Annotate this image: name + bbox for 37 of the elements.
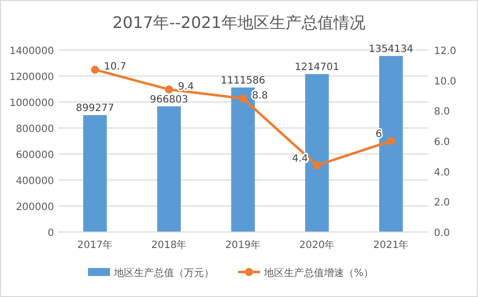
point [165, 85, 173, 94]
legend-label: 地区生产总值（万元） [113, 267, 214, 279]
point [239, 94, 247, 103]
y2-tick-label: 8.0 [434, 106, 450, 118]
y2-tick-label: 0.0 [434, 228, 450, 239]
y-tick-label: 800000 [16, 124, 54, 135]
y2-tick-label: 10.0 [434, 76, 456, 88]
y-tick-label: 400000 [16, 176, 54, 187]
y-tick-label: 1000000 [9, 98, 54, 109]
data-label: 966803 [150, 94, 188, 106]
y-tick-label: 600000 [16, 150, 54, 161]
y-tick-label: 1400000 [9, 46, 54, 57]
y-tick-label: 200000 [16, 202, 54, 213]
x-tick-label: 2018年 [151, 239, 187, 251]
data-label: 9.4 [178, 81, 194, 92]
data-label: 1111586 [220, 75, 266, 86]
y-tick-label: 0 [48, 228, 54, 239]
data-label: 10.7 [104, 62, 126, 73]
y2-tick-label: 2.0 [434, 198, 450, 209]
point [91, 66, 99, 74]
y2-tick-label: 12.0 [434, 46, 456, 57]
y2-tick-label: 4.0 [434, 167, 450, 178]
x-tick-label: 2017年 [77, 239, 113, 251]
legend-label: 地区生产总值增速（%） [263, 267, 374, 279]
point [313, 161, 321, 170]
data-label: 1354134 [368, 44, 414, 55]
y2-tick-label: 6.0 [434, 137, 450, 148]
data-label: 899277 [76, 103, 114, 114]
x-tick-label: 2019年 [225, 239, 261, 251]
data-label: 1214701 [294, 62, 340, 74]
y-tick-label: 1200000 [9, 72, 54, 83]
x-tick-label: 2020年 [299, 239, 335, 251]
point [387, 137, 395, 145]
bar [83, 115, 107, 232]
bar [157, 106, 181, 232]
chart-title: 2017年--2021年地区生产总值情况 [112, 13, 366, 32]
x-tick-label: 2021年 [373, 239, 409, 251]
